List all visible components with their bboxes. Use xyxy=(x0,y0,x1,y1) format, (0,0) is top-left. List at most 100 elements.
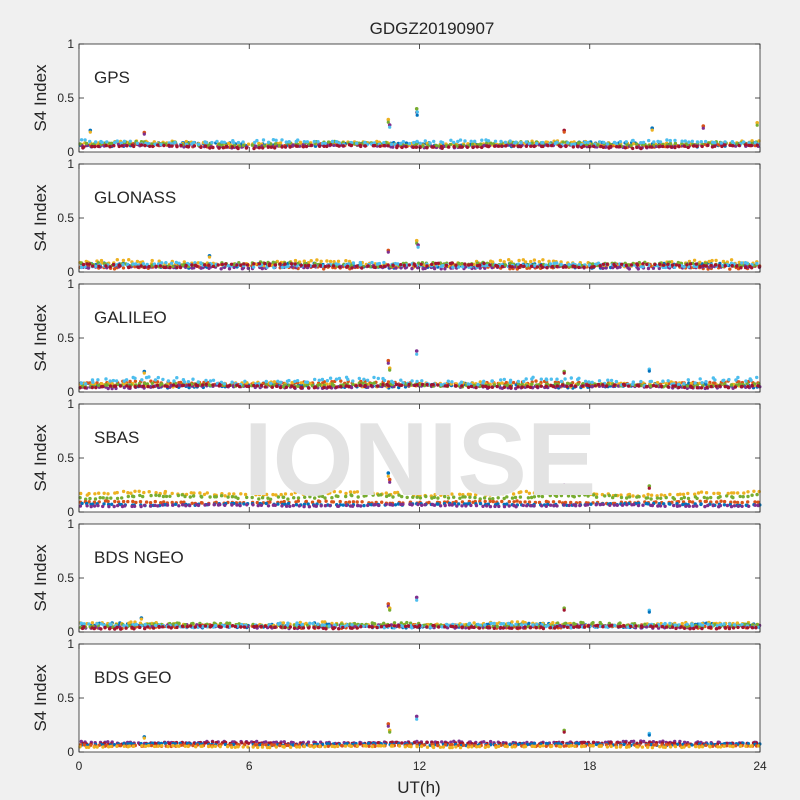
data-point xyxy=(425,264,429,268)
data-point xyxy=(175,384,179,388)
data-point xyxy=(280,145,284,149)
data-point xyxy=(214,495,218,499)
data-point xyxy=(322,144,326,148)
data-point xyxy=(692,264,696,268)
data-point xyxy=(191,140,196,145)
data-point xyxy=(636,503,641,508)
data-point xyxy=(631,142,636,146)
data-point xyxy=(618,140,623,144)
data-point xyxy=(236,496,240,501)
data-point xyxy=(691,144,696,148)
data-point xyxy=(138,500,143,504)
spike-point xyxy=(562,371,566,375)
data-point xyxy=(373,143,377,148)
data-point xyxy=(516,379,520,384)
data-point xyxy=(410,626,414,630)
data-point xyxy=(645,262,649,267)
data-point xyxy=(492,621,496,626)
data-point xyxy=(325,379,330,383)
data-point xyxy=(230,380,234,384)
data-point xyxy=(715,500,719,504)
data-point xyxy=(280,138,284,142)
data-point xyxy=(334,262,338,266)
data-point xyxy=(215,139,219,144)
data-point xyxy=(184,263,188,268)
data-point xyxy=(246,142,251,146)
data-point xyxy=(410,266,414,271)
data-point xyxy=(478,266,482,270)
data-point xyxy=(682,495,686,500)
data-point xyxy=(626,384,631,388)
data-point xyxy=(457,261,461,266)
data-point xyxy=(337,376,342,381)
data-point xyxy=(109,496,113,500)
data-point xyxy=(658,504,663,508)
axes-background xyxy=(79,164,760,272)
spike-point xyxy=(88,130,92,134)
data-point xyxy=(522,379,526,384)
data-point xyxy=(613,623,617,628)
data-point xyxy=(649,493,654,497)
data-point xyxy=(652,140,656,144)
data-point xyxy=(278,262,282,266)
data-point xyxy=(302,140,306,144)
data-point xyxy=(592,144,596,148)
data-point xyxy=(535,265,540,269)
data-point xyxy=(601,502,605,507)
data-point xyxy=(151,626,156,630)
data-point xyxy=(97,491,101,495)
data-point xyxy=(514,622,518,627)
y-axis-label: S4 Index xyxy=(31,424,50,492)
data-point xyxy=(615,503,619,507)
data-point xyxy=(529,264,534,268)
data-point xyxy=(476,382,480,387)
data-point xyxy=(399,378,403,382)
data-point xyxy=(634,142,639,146)
data-point xyxy=(223,503,227,507)
data-point xyxy=(328,259,333,264)
data-point xyxy=(264,379,268,384)
data-point xyxy=(225,625,229,629)
data-point xyxy=(192,266,196,270)
data-point xyxy=(233,624,238,629)
data-point xyxy=(115,258,120,262)
spike-point xyxy=(647,486,651,490)
data-point xyxy=(498,258,503,263)
data-point xyxy=(571,145,575,149)
data-point xyxy=(108,379,112,383)
data-point xyxy=(196,503,201,508)
data-point xyxy=(609,378,614,383)
y-tick-label: 0.5 xyxy=(57,91,74,105)
data-point xyxy=(201,383,205,387)
data-point xyxy=(359,144,363,149)
data-point xyxy=(193,625,197,629)
data-point xyxy=(329,143,333,147)
data-point xyxy=(229,262,234,266)
data-point xyxy=(627,495,632,499)
data-point xyxy=(278,385,283,390)
data-point xyxy=(666,379,670,383)
data-point xyxy=(700,144,704,149)
data-point xyxy=(452,145,456,149)
data-point xyxy=(555,384,559,388)
data-point xyxy=(224,144,229,149)
data-point xyxy=(119,141,124,145)
data-point xyxy=(110,141,114,145)
data-point xyxy=(394,266,398,270)
data-point xyxy=(495,624,499,629)
data-point xyxy=(704,264,708,268)
data-point xyxy=(750,266,754,270)
data-point xyxy=(685,384,690,388)
data-point xyxy=(257,141,261,146)
data-point xyxy=(164,265,168,270)
data-point xyxy=(261,146,265,150)
data-point xyxy=(609,144,613,149)
data-point xyxy=(198,624,202,628)
data-point xyxy=(156,375,160,380)
data-point xyxy=(598,502,602,507)
data-point xyxy=(179,143,183,148)
data-point xyxy=(344,259,348,263)
data-point xyxy=(728,143,732,147)
data-point xyxy=(292,385,297,390)
data-point xyxy=(401,140,406,144)
